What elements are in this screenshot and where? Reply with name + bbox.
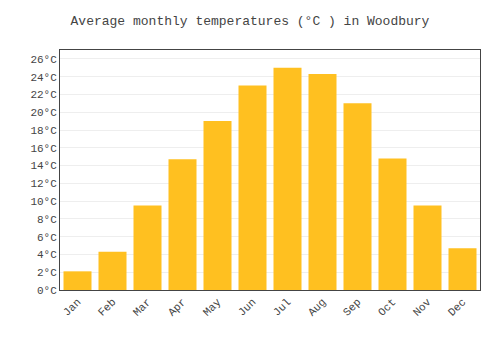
svg-text:14°C: 14°C [30, 160, 57, 172]
svg-text:Jul: Jul [271, 296, 293, 318]
svg-text:Average monthly temperatures (: Average monthly temperatures (°C ) in Wo… [71, 14, 430, 29]
svg-text:Dec: Dec [446, 296, 468, 318]
svg-text:6°C: 6°C [37, 232, 57, 244]
svg-text:Feb: Feb [96, 296, 118, 318]
svg-text:20°C: 20°C [30, 107, 57, 119]
svg-text:2°C: 2°C [37, 267, 57, 279]
svg-text:Aug: Aug [306, 296, 328, 318]
svg-text:Nov: Nov [411, 296, 434, 319]
svg-text:24°C: 24°C [30, 72, 57, 84]
svg-text:Jan: Jan [61, 296, 83, 318]
svg-text:22°C: 22°C [30, 89, 57, 101]
svg-text:0°C: 0°C [37, 285, 57, 297]
svg-text:18°C: 18°C [30, 125, 57, 137]
svg-text:12°C: 12°C [30, 178, 57, 190]
svg-text:10°C: 10°C [30, 196, 57, 208]
svg-text:Sep: Sep [341, 296, 363, 318]
svg-text:Jun: Jun [236, 296, 258, 318]
svg-text:May: May [201, 296, 224, 319]
svg-text:8°C: 8°C [37, 214, 57, 226]
svg-text:Oct: Oct [376, 296, 398, 318]
svg-text:4°C: 4°C [37, 249, 57, 261]
svg-text:Apr: Apr [166, 296, 188, 318]
svg-text:Mar: Mar [131, 296, 153, 318]
svg-text:16°C: 16°C [30, 143, 57, 155]
svg-text:26°C: 26°C [30, 54, 57, 66]
